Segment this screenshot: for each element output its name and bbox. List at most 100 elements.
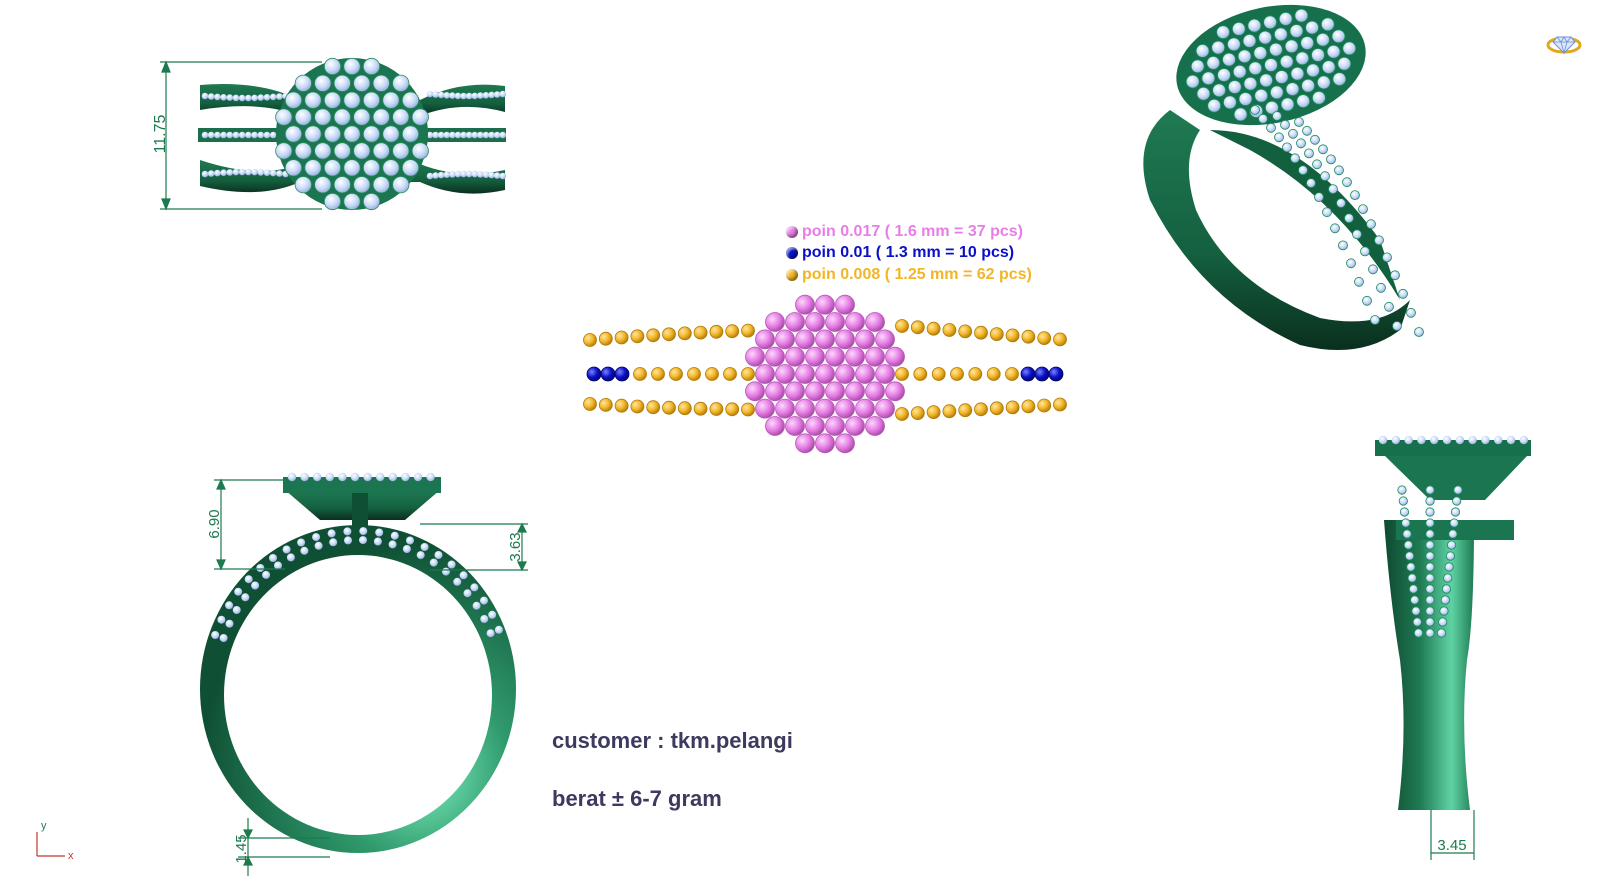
legend-label-small: poin 0.008 ( 1.25 mm = 62 pcs) <box>802 266 1032 284</box>
small-stone <box>694 402 707 415</box>
diamond-stone <box>1281 98 1294 111</box>
large-stone <box>776 399 795 418</box>
diamond-stone <box>295 109 311 125</box>
large-stone <box>796 330 815 349</box>
small-stone <box>911 407 924 420</box>
weight-text: berat ± 6-7 gram <box>552 786 722 812</box>
diamond-stone <box>354 143 370 159</box>
large-stone <box>816 295 835 314</box>
diamond-stone <box>283 546 291 554</box>
diamond-stone <box>1323 208 1332 217</box>
diamond-stone <box>480 615 488 623</box>
diamond-stone <box>245 169 252 176</box>
diamond-stone <box>1305 149 1314 158</box>
dimension-top-height-label: 11.75 <box>152 114 169 153</box>
diamond-stone <box>373 109 389 125</box>
diamond-stone <box>1443 436 1451 444</box>
diamond-stone <box>442 568 450 576</box>
diamond-stone <box>1301 37 1314 50</box>
medium-stone <box>1021 367 1035 381</box>
large-stone <box>846 313 865 332</box>
large-stone <box>856 399 875 418</box>
side-view <box>1375 436 1531 810</box>
diamond-stone <box>430 559 438 567</box>
diamond-stone <box>359 527 367 535</box>
diamond-stone <box>1426 618 1434 626</box>
diamond-stone <box>234 588 242 596</box>
diamond-stone <box>1426 486 1434 494</box>
diamond-stone <box>313 473 321 481</box>
diamond-stone <box>295 177 311 193</box>
diamond-stone <box>1254 47 1267 60</box>
diamond-stone <box>1426 541 1434 549</box>
diamond-stone <box>264 169 271 176</box>
diamond-stone <box>363 473 371 481</box>
large-stone <box>876 365 895 384</box>
small-stone <box>724 368 737 381</box>
small-stone <box>663 328 676 341</box>
diamond-stone <box>1227 38 1240 51</box>
large-stone <box>766 347 785 366</box>
small-stone <box>726 403 739 416</box>
diamond-stone <box>264 132 271 139</box>
large-stone <box>836 434 855 453</box>
diamond-stone <box>421 543 429 551</box>
large-stone-icon <box>786 226 798 238</box>
diamond-stone <box>1445 563 1453 571</box>
diamond-stone <box>1426 497 1434 505</box>
diamond-stone <box>427 173 434 180</box>
diamond-stone <box>393 177 409 193</box>
diamond-stone <box>285 126 301 142</box>
small-stone <box>990 328 1003 341</box>
front-view <box>200 473 516 853</box>
diamond-stone <box>1260 74 1273 87</box>
small-stone <box>647 329 660 342</box>
diamond-stone <box>220 94 227 101</box>
diamond-stone <box>315 143 331 159</box>
diamond-stone <box>1238 50 1251 63</box>
small-stone <box>584 398 597 411</box>
diamond-stone <box>426 473 434 481</box>
diamond-stone <box>324 160 340 176</box>
diamond-stone <box>1379 436 1387 444</box>
diamond-stone <box>1223 96 1236 109</box>
diamond-stone <box>1371 316 1380 325</box>
diamond-stone <box>270 94 277 101</box>
diamond-stone <box>1446 552 1454 560</box>
small-stone <box>726 325 739 338</box>
diamond-stone <box>1426 585 1434 593</box>
diamond-stone <box>477 92 484 99</box>
diamond-stone <box>258 94 265 101</box>
large-stone <box>826 313 845 332</box>
diamond-stone <box>1411 596 1419 604</box>
diamond-stone <box>1520 436 1528 444</box>
diamond-stone <box>344 92 360 108</box>
diamond-stone <box>1248 19 1261 32</box>
small-stone <box>742 403 755 416</box>
diamond-stone <box>488 172 495 179</box>
diamond-stone <box>1345 214 1354 223</box>
large-stone <box>786 347 805 366</box>
legend-label-medium: poin 0.01 ( 1.3 mm = 10 pcs) <box>802 244 1014 262</box>
diamond-stone <box>329 538 337 546</box>
diamond-stone <box>1197 87 1210 100</box>
diamond-stone <box>1291 154 1300 163</box>
large-stone <box>756 330 775 349</box>
diamond-stone <box>1343 42 1356 55</box>
diamond-stone <box>417 551 425 559</box>
small-stone <box>959 404 972 417</box>
diamond-stone <box>1202 72 1215 85</box>
large-stone <box>776 330 795 349</box>
large-stone <box>866 417 885 436</box>
diamond-stone <box>225 601 233 609</box>
diamond-stone <box>334 143 350 159</box>
diamond-stone <box>1259 31 1272 44</box>
diamond-stone <box>1213 84 1226 97</box>
diamond-stone <box>338 473 346 481</box>
diamond-stone <box>1333 73 1346 86</box>
diamond-stone <box>227 132 234 139</box>
diamond-stone <box>494 172 501 179</box>
diamond-stone <box>1440 607 1448 615</box>
diamond-stone <box>315 177 331 193</box>
diamond-stone <box>374 538 382 546</box>
